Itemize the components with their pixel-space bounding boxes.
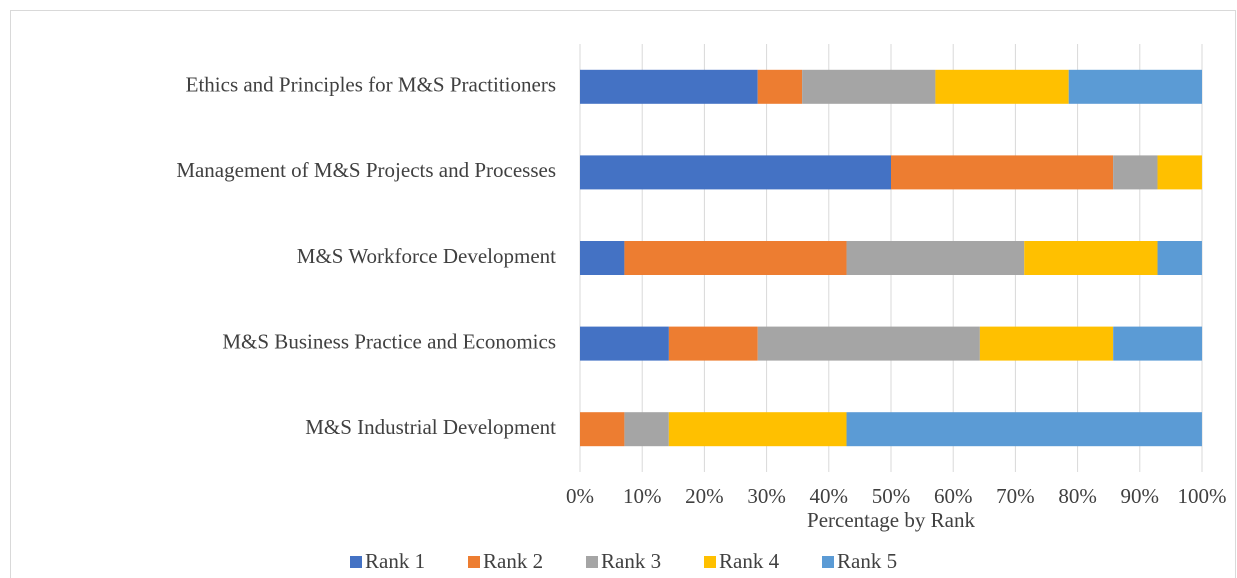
bar-segment <box>891 155 1114 190</box>
legend-swatch <box>586 556 598 568</box>
bar-segment <box>624 412 669 447</box>
legend-label: Rank 4 <box>719 549 780 573</box>
legend-swatch <box>822 556 834 568</box>
bar-segment <box>935 69 1069 104</box>
legend-label: Rank 3 <box>601 549 661 573</box>
bar-segment <box>757 69 803 104</box>
bar-segment <box>846 412 1202 447</box>
bar-segment <box>802 69 936 104</box>
bar-segment <box>846 241 1025 275</box>
bar-segment <box>1113 326 1203 361</box>
bar-segment <box>1157 241 1202 275</box>
bar-segment <box>624 241 847 275</box>
bar-segment <box>979 326 1114 361</box>
bar-segment <box>1157 155 1202 190</box>
x-tick-label: 70% <box>996 484 1035 508</box>
y-tick-label: M&S Business Practice and Economics <box>222 329 556 353</box>
x-tick-label: 10% <box>623 484 662 508</box>
chart-frame <box>10 10 1236 578</box>
bar-segment <box>1068 69 1202 104</box>
x-tick-label: 20% <box>685 484 724 508</box>
bar-segment <box>580 69 758 104</box>
x-tick-label: 60% <box>934 484 973 508</box>
bar-segment <box>580 241 625 275</box>
legend-label: Rank 2 <box>483 549 543 573</box>
x-tick-label: 80% <box>1058 484 1097 508</box>
bar-segment <box>580 155 891 190</box>
bar-segment <box>668 412 847 447</box>
legend-swatch <box>468 556 480 568</box>
x-tick-label: 90% <box>1121 484 1160 508</box>
legend-label: Rank 5 <box>837 549 897 573</box>
y-tick-label: M&S Industrial Development <box>305 415 556 439</box>
legend-label: Rank 1 <box>365 549 425 573</box>
x-tick-label: 0% <box>566 484 594 508</box>
bar-segment <box>1113 155 1158 190</box>
bar-segment <box>1024 241 1158 275</box>
legend-swatch <box>350 556 362 568</box>
x-axis-title: Percentage by Rank <box>807 508 975 532</box>
bar-segment <box>580 326 669 361</box>
x-tick-label: 40% <box>810 484 849 508</box>
y-tick-label: Management of M&S Projects and Processes <box>176 158 556 182</box>
y-tick-label: M&S Workforce Development <box>297 244 556 268</box>
y-tick-label: Ethics and Principles for M&S Practition… <box>186 73 556 97</box>
bar-segment <box>668 326 758 361</box>
legend-swatch <box>704 556 716 568</box>
x-tick-label: 50% <box>872 484 911 508</box>
x-tick-label: 100% <box>1178 484 1227 508</box>
bar-segment <box>757 326 980 361</box>
bar-segment <box>580 412 625 447</box>
x-tick-label: 30% <box>747 484 786 508</box>
